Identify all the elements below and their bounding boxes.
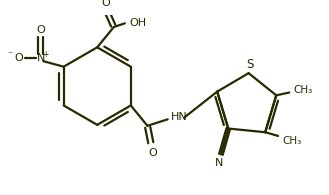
Text: +: + xyxy=(42,50,48,59)
Text: N: N xyxy=(37,53,45,63)
Text: HN: HN xyxy=(170,112,187,121)
Text: CH₃: CH₃ xyxy=(282,136,302,145)
Text: O: O xyxy=(101,0,110,8)
Text: O: O xyxy=(14,53,23,63)
Text: O: O xyxy=(36,25,45,35)
Text: OH: OH xyxy=(129,18,146,28)
Text: ⁻: ⁻ xyxy=(8,51,13,61)
Text: S: S xyxy=(246,58,253,71)
Text: O: O xyxy=(149,148,157,158)
Text: CH₃: CH₃ xyxy=(293,85,313,95)
Text: N: N xyxy=(215,158,223,168)
